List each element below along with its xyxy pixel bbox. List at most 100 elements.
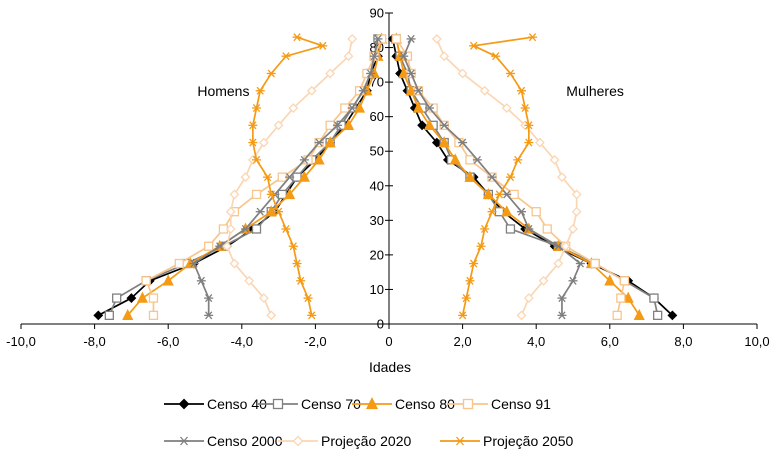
star-stroke [333, 121, 342, 130]
data-point-star [520, 103, 530, 113]
data-point-star [513, 155, 523, 164]
star-stroke [293, 259, 301, 268]
data-point-diamond [288, 103, 299, 113]
data-point-diamond [325, 68, 336, 79]
data-point-star [568, 276, 578, 285]
data-point-star [424, 103, 434, 113]
legend-item: Censo 70 [258, 396, 361, 412]
data-point-diamond [568, 224, 578, 234]
data-point-diamond [553, 258, 564, 269]
data-point-diamond [229, 258, 240, 269]
star-stroke [267, 190, 275, 199]
data-point-square [148, 293, 159, 303]
data-point-triangle [449, 153, 461, 165]
data-point-star [465, 276, 475, 285]
data-point-diamond [516, 310, 527, 321]
data-point-star [255, 86, 265, 95]
legend-item: Censo 40 [164, 396, 267, 412]
legend-item: Censo 2000 [164, 433, 283, 449]
data-point-star [455, 436, 465, 446]
star-stroke [517, 86, 526, 95]
data-point-triangle [324, 136, 336, 148]
star-stroke [263, 173, 272, 182]
star-stroke [554, 242, 562, 251]
data-point-triangle [298, 170, 310, 182]
star-stroke [473, 155, 481, 164]
star-stroke [470, 259, 478, 268]
data-point-diamond [431, 137, 442, 148]
data-point-diamond [240, 172, 251, 183]
star-stroke [252, 103, 261, 113]
star-stroke [216, 242, 224, 251]
data-point-square [652, 310, 663, 321]
star-stroke [558, 294, 566, 303]
star-stroke [289, 242, 297, 251]
data-point-diamond [258, 137, 269, 148]
star-stroke [470, 41, 478, 50]
data-point-square [465, 155, 475, 165]
data-point-star [524, 138, 534, 147]
data-point-star [406, 69, 416, 78]
data-point-star [292, 33, 302, 42]
data-point-diamond [417, 120, 428, 131]
star-stroke [370, 52, 378, 61]
data-point-square [505, 224, 516, 234]
data-point-square [277, 172, 287, 182]
data-point-star [358, 86, 368, 95]
star-stroke [300, 155, 308, 164]
y-tick-label: 40 [370, 178, 384, 193]
data-point-diamond [273, 120, 284, 131]
data-point-triangle [482, 187, 494, 200]
annotation-label: Homens [197, 83, 249, 99]
data-point-triangle [501, 205, 513, 217]
data-point-diamond [258, 293, 269, 304]
data-point-star [524, 121, 534, 130]
data-point-square [531, 207, 541, 217]
star-stroke [525, 121, 533, 130]
star-stroke [205, 311, 213, 320]
star-stroke [249, 121, 257, 130]
data-point-star [575, 259, 585, 268]
star-stroke [506, 173, 515, 182]
data-point-square [619, 276, 630, 286]
star-stroke [503, 190, 511, 199]
data-point-square [104, 310, 114, 321]
data-point-triangle [354, 101, 366, 113]
star-stroke [558, 311, 566, 320]
data-point-star [516, 86, 526, 95]
series-line-women [391, 38, 673, 316]
data-point-star [307, 311, 317, 320]
data-point-diamond [538, 275, 549, 286]
data-point-diamond [126, 293, 137, 304]
data-point-star [179, 436, 189, 446]
data-point-star [413, 86, 423, 95]
star-stroke [256, 207, 264, 216]
data-point-star [406, 34, 416, 43]
star-stroke [569, 276, 577, 285]
data-point-square [251, 224, 262, 234]
data-point-star [274, 207, 284, 216]
legend-label: Censo 80 [395, 396, 455, 412]
data-point-triangle [633, 308, 645, 321]
data-point-star [303, 294, 313, 303]
data-point-diamond [292, 435, 304, 447]
star-stroke [293, 33, 301, 42]
star-stroke [488, 173, 496, 182]
annotations: Homens Mulheres [197, 83, 624, 99]
star-stroke [407, 69, 415, 78]
data-point-diamond [439, 51, 450, 62]
data-point-square [251, 189, 262, 200]
legend: Censo 40 Censo 70 Censo 80 Censo 91 Censo 20… [164, 396, 574, 449]
data-point-star [252, 103, 262, 113]
data-point-star [332, 121, 342, 130]
data-point-star [263, 173, 273, 182]
star-stroke [308, 311, 316, 320]
star-stroke [374, 34, 382, 43]
x-axis-label: Idades [369, 359, 411, 375]
data-point-square [391, 34, 402, 44]
data-point-diamond [244, 275, 255, 286]
star-stroke [576, 259, 584, 268]
star-stroke [274, 207, 283, 216]
data-point-diamond [225, 224, 236, 234]
star-stroke [414, 86, 423, 95]
